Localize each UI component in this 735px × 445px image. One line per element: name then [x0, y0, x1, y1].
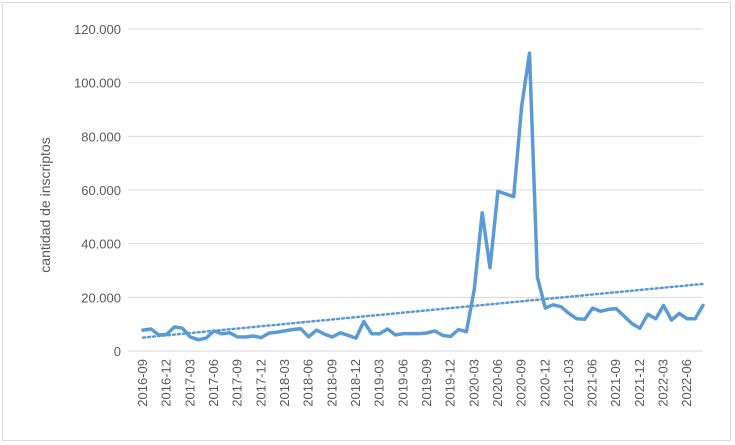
x-tick-label: 2019-06 — [395, 359, 410, 407]
x-tick-label: 2017-12 — [253, 359, 268, 407]
x-tick-label: 2019-12 — [443, 359, 458, 407]
x-tick-label: 2017-06 — [206, 359, 221, 407]
series-line — [141, 51, 705, 342]
x-tick-label: 2017-03 — [182, 359, 197, 407]
x-tick-label: 2022-03 — [656, 359, 671, 407]
trendline — [141, 282, 705, 339]
x-tick-label: 2018-09 — [324, 359, 339, 407]
x-tick-label: 2018-12 — [348, 359, 363, 407]
x-tick-label: 2020-12 — [537, 359, 552, 407]
x-tick-label: 2018-03 — [277, 359, 292, 407]
x-tick-label: 2021-09 — [608, 359, 623, 407]
x-axis-tick-labels: 2016-09 2016-12 2017-03 2017-06 2017-09 2017-… — [135, 359, 694, 407]
y-tick-label: 0 — [114, 344, 121, 359]
y-tick-label: 100.000 — [74, 76, 121, 91]
chart-area — [2, 2, 731, 441]
y-tick-label: 80.000 — [81, 129, 121, 144]
x-tick-label: 2016-09 — [135, 359, 150, 407]
y-tick-label: 120.000 — [74, 22, 121, 37]
x-tick-label: 2021-12 — [632, 359, 647, 407]
y-tick-label: 20.000 — [81, 290, 121, 305]
x-tick-label: 2022-06 — [679, 359, 694, 407]
x-tick-label: 2019-03 — [372, 359, 387, 407]
y-tick-label: 60.000 — [81, 183, 121, 198]
x-tick-label: 2019-09 — [419, 359, 434, 407]
y-tick-label: 40.000 — [81, 237, 121, 252]
x-tick-label: 2021-06 — [585, 359, 600, 407]
x-tick-label: 2016-12 — [159, 359, 174, 407]
x-tick-label: 2021-03 — [561, 359, 576, 407]
x-tick-label: 2020-06 — [490, 359, 505, 407]
x-tick-label: 2020-09 — [514, 359, 529, 407]
gridlines — [128, 28, 703, 352]
x-tick-label: 2017-09 — [230, 359, 245, 407]
plot-series — [141, 51, 705, 342]
x-tick-label: 2018-06 — [301, 359, 316, 407]
y-axis-tick-labels: 0 20.000 40.000 60.000 80.000 100.000 120.000 — [74, 22, 121, 359]
x-tick-label: 2020-03 — [466, 359, 481, 407]
y-axis-title: cantidad de inscriptos — [37, 137, 53, 272]
